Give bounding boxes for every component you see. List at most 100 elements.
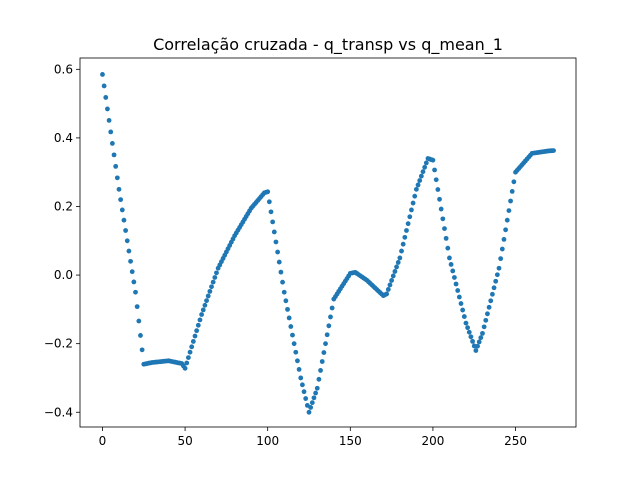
data-point bbox=[397, 255, 403, 261]
data-point bbox=[465, 325, 471, 331]
data-point bbox=[190, 339, 196, 344]
data-point bbox=[266, 199, 272, 205]
data-point bbox=[423, 160, 429, 166]
data-point bbox=[278, 269, 284, 275]
data-point bbox=[324, 332, 330, 338]
data-point bbox=[314, 385, 320, 391]
y-tick-label: −0.4 bbox=[44, 405, 73, 419]
data-point bbox=[385, 287, 391, 292]
x-tick-label: 150 bbox=[339, 434, 362, 448]
data-point bbox=[422, 164, 428, 170]
data-point bbox=[448, 262, 454, 267]
data-point bbox=[475, 343, 480, 349]
data-point bbox=[311, 395, 317, 401]
y-tick-label: 0.6 bbox=[54, 62, 73, 76]
data-point bbox=[131, 279, 137, 285]
x-tick-label: 250 bbox=[504, 434, 527, 448]
data-point bbox=[329, 305, 335, 311]
data-point bbox=[139, 347, 145, 353]
data-point bbox=[202, 302, 208, 308]
data-point bbox=[509, 189, 515, 194]
data-point bbox=[326, 323, 332, 329]
data-point bbox=[447, 255, 452, 261]
data-point bbox=[134, 304, 140, 310]
data-point bbox=[409, 207, 414, 213]
data-point bbox=[116, 186, 122, 192]
data-point bbox=[295, 358, 300, 364]
data-point bbox=[184, 360, 190, 366]
data-point bbox=[486, 304, 492, 310]
data-point bbox=[399, 248, 404, 254]
data-point bbox=[118, 197, 124, 203]
data-point bbox=[106, 118, 112, 123]
plot-frame bbox=[79, 57, 577, 428]
data-point bbox=[415, 182, 421, 188]
data-point bbox=[306, 409, 312, 415]
data-point bbox=[113, 163, 119, 169]
data-point bbox=[290, 332, 295, 338]
data-point bbox=[105, 106, 110, 112]
data-point bbox=[328, 314, 333, 320]
data-point bbox=[440, 216, 446, 222]
data-point bbox=[394, 264, 399, 270]
data-point bbox=[291, 341, 297, 347]
data-point bbox=[309, 400, 315, 406]
data-point bbox=[187, 349, 193, 355]
data-point bbox=[129, 269, 135, 275]
data-point bbox=[410, 200, 416, 206]
data-point bbox=[455, 288, 461, 293]
data-point bbox=[192, 333, 198, 339]
data-point bbox=[437, 196, 442, 202]
data-point bbox=[283, 298, 289, 304]
data-point bbox=[204, 298, 209, 304]
data-point bbox=[212, 275, 218, 280]
data-point bbox=[209, 284, 214, 290]
data-point bbox=[442, 226, 447, 232]
data-point bbox=[126, 248, 132, 254]
data-point bbox=[205, 293, 211, 299]
data-point bbox=[270, 219, 276, 225]
data-point bbox=[400, 241, 406, 247]
data-point bbox=[265, 189, 271, 195]
data-point bbox=[466, 329, 472, 335]
data-point bbox=[276, 259, 282, 265]
x-tick-label: 0 bbox=[99, 434, 107, 448]
data-point bbox=[463, 320, 469, 326]
data-point bbox=[214, 270, 219, 276]
data-point bbox=[296, 366, 302, 372]
data-point bbox=[501, 237, 507, 242]
data-point bbox=[481, 324, 487, 330]
data-point bbox=[450, 268, 456, 274]
data-point bbox=[313, 390, 319, 396]
data-point bbox=[461, 314, 467, 319]
data-point bbox=[473, 348, 479, 353]
data-point bbox=[432, 167, 437, 173]
data-point bbox=[210, 279, 216, 285]
data-point bbox=[316, 376, 322, 382]
data-point bbox=[123, 228, 128, 233]
x-tick-label: 100 bbox=[256, 434, 279, 448]
data-point bbox=[114, 175, 120, 181]
data-point bbox=[124, 238, 130, 244]
data-point bbox=[404, 228, 409, 233]
data-point bbox=[319, 359, 325, 364]
data-point bbox=[108, 129, 114, 135]
data-point bbox=[298, 375, 304, 381]
data-point bbox=[185, 355, 191, 360]
data-point bbox=[100, 72, 105, 77]
data-point bbox=[506, 208, 512, 214]
data-point bbox=[480, 330, 485, 336]
y-tick-label: 0.2 bbox=[54, 199, 73, 213]
data-point bbox=[273, 239, 279, 245]
data-point bbox=[511, 179, 517, 185]
data-point bbox=[197, 317, 203, 323]
data-point bbox=[435, 187, 441, 192]
data-point bbox=[496, 265, 502, 271]
data-point bbox=[301, 389, 307, 395]
data-point bbox=[478, 335, 484, 341]
data-point bbox=[460, 307, 466, 313]
data-point bbox=[299, 382, 305, 388]
data-point bbox=[121, 217, 127, 223]
data-point bbox=[321, 350, 327, 355]
